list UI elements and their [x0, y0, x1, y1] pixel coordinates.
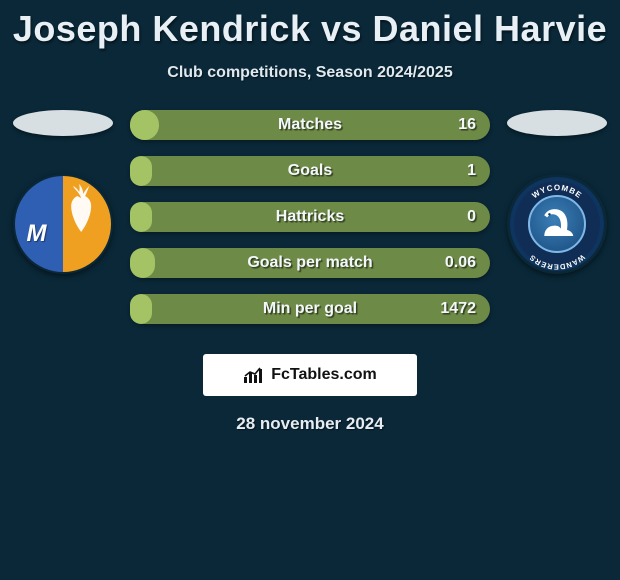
date-text: 28 november 2024 [0, 414, 620, 434]
stat-value: 1 [467, 162, 476, 180]
stat-bar: Goals 1 [130, 156, 490, 186]
stat-bar: Matches 16 [130, 110, 490, 140]
stat-bar-fill [130, 156, 152, 186]
stat-label: Min per goal [263, 300, 357, 318]
player-head-placeholder-right [507, 110, 607, 136]
stat-bar: Goals per match 0.06 [130, 248, 490, 278]
stat-value: 0.06 [445, 254, 476, 272]
badge-left-letter: M [27, 220, 47, 248]
comparison-row: M Matches 16 Goals 1 Hattricks 0 Goals per mat… [0, 110, 620, 340]
stat-value: 1472 [440, 300, 476, 318]
stat-label: Matches [278, 116, 342, 134]
stat-bar-fill [130, 110, 159, 140]
stat-label: Goals [288, 162, 332, 180]
stat-bar: Hattricks 0 [130, 202, 490, 232]
left-player-col: M [8, 110, 118, 274]
club-badge-left: M [13, 174, 113, 274]
brand-box: FcTables.com [203, 354, 417, 396]
club-badge-right: WYCOMBE WANDERERS [507, 174, 607, 274]
brand-text: FcTables.com [271, 366, 377, 384]
stat-bar: Min per goal 1472 [130, 294, 490, 324]
right-player-col: WYCOMBE WANDERERS [502, 110, 612, 274]
stat-bar-fill [130, 294, 152, 324]
stat-value: 16 [458, 116, 476, 134]
subtitle: Club competitions, Season 2024/2025 [0, 64, 620, 82]
swan-icon [536, 205, 577, 246]
stat-label: Goals per match [247, 254, 372, 272]
stats-column: Matches 16 Goals 1 Hattricks 0 Goals per match… [118, 110, 502, 340]
stat-bar-fill [130, 248, 155, 278]
stat-label: Hattricks [276, 208, 344, 226]
stat-value: 0 [467, 208, 476, 226]
player-head-placeholder-left [13, 110, 113, 136]
page-title: Joseph Kendrick vs Daniel Harvie [0, 0, 620, 50]
chart-icon [243, 366, 265, 384]
stat-bar-fill [130, 202, 152, 232]
stag-icon [61, 184, 101, 232]
